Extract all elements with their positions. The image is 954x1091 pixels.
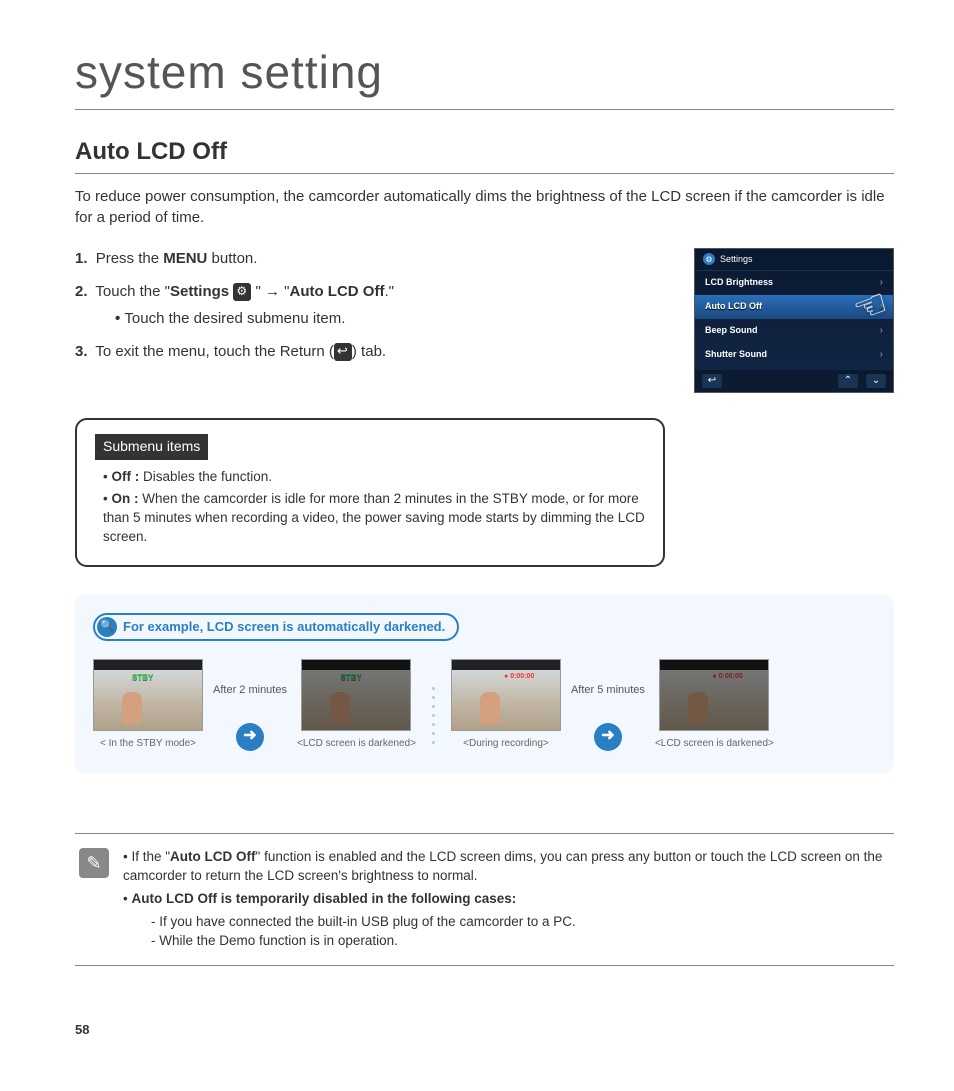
note-2: Auto LCD Off is temporarily disabled in … — [123, 890, 890, 909]
step-num: 1. — [75, 250, 88, 267]
chevron-right-icon: › — [880, 348, 883, 362]
after-5-label: After 5 minutes — [571, 683, 645, 698]
magnify-icon: 🔍 — [97, 617, 117, 637]
example-box: 🔍 For example, LCD screen is automatical… — [75, 595, 894, 773]
note-icon: ✎ — [79, 848, 109, 878]
after-2-label: After 2 minutes — [213, 683, 287, 698]
divider-dots — [432, 687, 435, 744]
step-1: 1. Press the MENU button. — [75, 248, 674, 269]
step-2: 2. Touch the "Settings " → "Auto LCD Off… — [75, 281, 674, 329]
page-number: 58 — [75, 1021, 894, 1039]
thumb-rec: 0:00:00 <During recording> — [451, 659, 561, 751]
example-pill: 🔍 For example, LCD screen is automatical… — [93, 613, 459, 641]
step-3: 3. To exit the menu, touch the Return ()… — [75, 341, 674, 362]
device-header: ⚙ Settings — [695, 249, 893, 271]
device-footer: ↩ ⌃ ⌄ — [695, 370, 893, 392]
note-1: If the "Auto LCD Off" function is enable… — [123, 848, 890, 886]
settings-gear-icon: ⚙ — [703, 253, 715, 265]
thumb-stby: STBY < In the STBY mode> — [93, 659, 203, 751]
submenu-item-off: • Off : Disables the function. — [103, 468, 645, 487]
steps-list: 1. Press the MENU button. 2. Touch the "… — [75, 248, 674, 393]
note-sublist: If you have connected the built-in USB p… — [123, 913, 890, 951]
intro-text: To reduce power consumption, the camcord… — [75, 186, 894, 228]
device-title: Settings — [720, 253, 753, 266]
arrow-right-icon: ➜ — [594, 723, 622, 751]
return-button[interactable]: ↩ — [701, 373, 723, 389]
submenu-item-on: • On : When the camcorder is idle for mo… — [103, 490, 645, 547]
submenu-label: Submenu items — [95, 434, 208, 460]
gear-icon — [233, 283, 251, 301]
up-button[interactable]: ⌃ — [837, 373, 859, 389]
device-item-shutter[interactable]: Shutter Sound› — [695, 343, 893, 367]
return-icon — [334, 343, 352, 361]
thumb-rec-dark: 0:00:00 <LCD screen is darkened> — [655, 659, 774, 751]
submenu-box: Submenu items • Off : Disables the funct… — [75, 418, 665, 567]
step-num: 2. — [75, 283, 88, 300]
step-num: 3. — [75, 343, 88, 360]
page-title: system setting — [75, 40, 894, 110]
device-screenshot: ⚙ Settings LCD Brightness› Auto LCD Off›… — [694, 248, 894, 393]
arrow-right-icon: ➜ — [236, 723, 264, 751]
step-sub: Touch the desired submenu item. — [115, 308, 674, 329]
thumb-stby-dark: STBY <LCD screen is darkened> — [297, 659, 416, 751]
note-box: ✎ If the "Auto LCD Off" function is enab… — [75, 833, 894, 965]
down-button[interactable]: ⌄ — [865, 373, 887, 389]
section-title: Auto LCD Off — [75, 135, 894, 174]
